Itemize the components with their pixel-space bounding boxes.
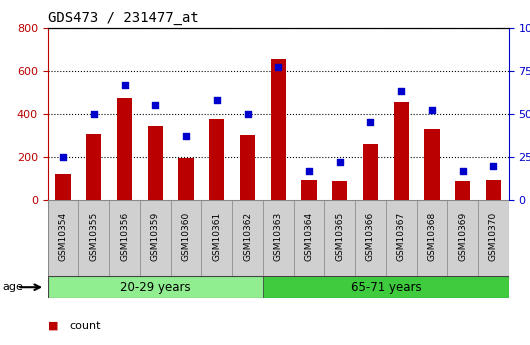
Bar [140, 200, 171, 276]
Bar [240, 136, 255, 200]
Bar [201, 200, 232, 276]
Bar [355, 200, 386, 276]
Bar [78, 200, 109, 276]
Bar [263, 276, 509, 298]
Text: GSM10368: GSM10368 [428, 211, 436, 261]
Bar [147, 126, 163, 200]
Bar [424, 129, 440, 200]
Point [120, 82, 129, 87]
Bar [324, 200, 355, 276]
Bar [117, 98, 132, 200]
Bar [301, 180, 316, 200]
Bar [263, 200, 294, 276]
Text: GSM10369: GSM10369 [458, 211, 467, 261]
Text: ■: ■ [48, 321, 58, 331]
Bar [417, 200, 447, 276]
Point [182, 134, 190, 139]
Bar [48, 200, 78, 276]
Bar [478, 200, 509, 276]
Bar [55, 174, 70, 200]
Point [305, 168, 313, 174]
Text: GSM10361: GSM10361 [213, 211, 221, 261]
Bar [485, 180, 501, 200]
Bar [363, 144, 378, 200]
Text: count: count [69, 321, 100, 331]
Bar [294, 200, 324, 276]
Bar [386, 200, 417, 276]
Text: GSM10366: GSM10366 [366, 211, 375, 261]
Bar [109, 200, 140, 276]
Bar [455, 181, 471, 200]
Text: GSM10365: GSM10365 [335, 211, 344, 261]
Bar [270, 59, 286, 200]
Point [397, 89, 405, 94]
Text: age: age [3, 282, 23, 292]
Text: 65-71 years: 65-71 years [350, 281, 421, 294]
Text: 20-29 years: 20-29 years [120, 281, 191, 294]
Text: GSM10355: GSM10355 [90, 211, 98, 261]
Bar [209, 119, 225, 200]
Point [243, 111, 252, 117]
Bar [332, 181, 348, 200]
Bar [48, 276, 263, 298]
Bar [178, 158, 193, 200]
Text: GDS473 / 231477_at: GDS473 / 231477_at [48, 11, 198, 25]
Text: GSM10359: GSM10359 [151, 211, 160, 261]
Bar [171, 200, 201, 276]
Text: GSM10364: GSM10364 [305, 211, 313, 260]
Point [366, 120, 375, 125]
Point [59, 154, 67, 160]
Text: GSM10367: GSM10367 [397, 211, 405, 261]
Point [151, 102, 160, 108]
Text: GSM10370: GSM10370 [489, 211, 498, 261]
Point [458, 168, 467, 174]
Point [489, 163, 498, 168]
Point [274, 65, 282, 70]
Bar [232, 200, 263, 276]
Text: GSM10354: GSM10354 [59, 211, 67, 260]
Text: GSM10362: GSM10362 [243, 211, 252, 260]
Point [335, 159, 344, 165]
Text: GSM10360: GSM10360 [182, 211, 190, 261]
Point [90, 111, 98, 117]
Bar [86, 134, 102, 200]
Bar [447, 200, 478, 276]
Point [428, 108, 436, 113]
Bar [393, 102, 409, 200]
Text: GSM10363: GSM10363 [274, 211, 282, 261]
Point [213, 97, 221, 103]
Text: GSM10356: GSM10356 [120, 211, 129, 261]
